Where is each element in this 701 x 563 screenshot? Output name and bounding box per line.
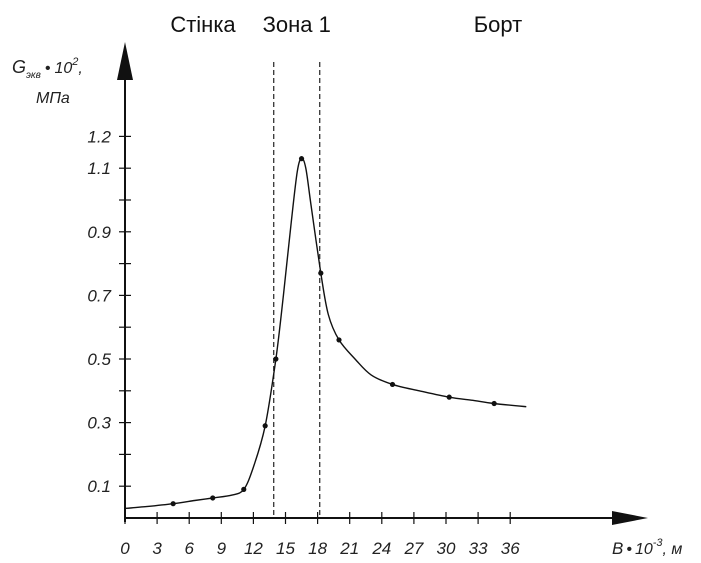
data-point [210, 495, 216, 501]
series-line [124, 157, 527, 510]
data-point [273, 356, 279, 362]
data-points [170, 156, 497, 507]
y-axis-unit: МПа [36, 90, 70, 107]
data-point [336, 337, 342, 343]
y-tick-label: 0.3 [87, 414, 111, 433]
zone-label-side: Борт [474, 12, 523, 37]
x-tick-label: 6 [184, 539, 194, 558]
x-tick-label: 24 [371, 539, 391, 558]
data-point [241, 486, 247, 492]
x-tick-label: 36 [501, 539, 520, 558]
y-tick-label: 0.5 [87, 350, 111, 369]
x-tick-label: 3 [152, 539, 162, 558]
x-tick-label: 15 [276, 539, 295, 558]
x-tick-label: 33 [469, 539, 488, 558]
y-tick-label: 0.1 [87, 477, 111, 496]
data-point [298, 156, 305, 162]
zone-label-wall: Стінка [170, 12, 236, 37]
x-tick-label: 12 [244, 539, 263, 558]
x-tick-label: 9 [217, 539, 227, 558]
data-point [389, 381, 396, 388]
data-point [491, 400, 497, 407]
y-tick-label: 0.7 [87, 286, 111, 305]
x-axis-arrow [612, 511, 648, 525]
data-point [318, 270, 324, 276]
y-axis-arrow [117, 42, 133, 80]
x-tick-label: 18 [308, 539, 327, 558]
y-tick-label: 1.1 [87, 159, 111, 178]
x-tick-label: 21 [339, 539, 359, 558]
x-tick-label: 30 [437, 539, 456, 558]
x-tick-label: 0 [120, 539, 130, 558]
zone-label-zone1: Зона 1 [263, 12, 331, 37]
y-tick-label: 0.9 [87, 223, 111, 242]
y-axis-label: Gэкв • 102, [12, 56, 83, 81]
x-axis-label: B • 10-3, м [612, 537, 682, 558]
y-tick-label: 1.2 [87, 127, 111, 146]
x-ticks: 0 3 6 9 12 15 18 21 24 27 30 33 36 [120, 512, 520, 558]
data-point [170, 501, 176, 507]
data-point [446, 394, 452, 400]
x-tick-label: 27 [403, 539, 423, 558]
y-ticks: 0.1 0.3 0.5 0.7 0.9 1.1 1.2 [87, 127, 131, 496]
data-point [262, 423, 268, 429]
